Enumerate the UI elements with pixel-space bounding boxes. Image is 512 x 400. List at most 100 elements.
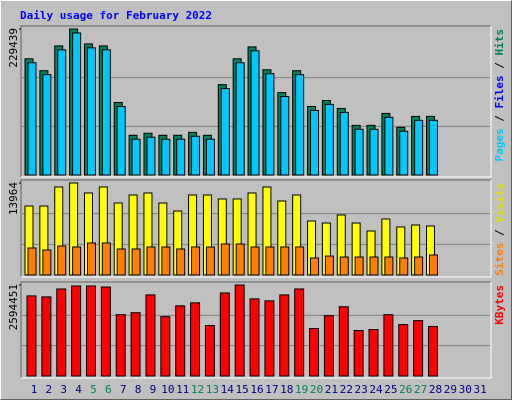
bar (161, 246, 171, 276)
bar (57, 245, 67, 276)
bar (339, 111, 349, 176)
bar (27, 247, 37, 276)
x-tick-label: 25 (384, 383, 397, 396)
legend-entry: Pages (493, 128, 506, 161)
bar (116, 105, 126, 176)
x-tick-label: 24 (369, 383, 383, 396)
bar (116, 248, 126, 276)
bar (72, 32, 82, 176)
bar (398, 324, 409, 377)
x-tick-label: 8 (135, 383, 142, 396)
bar (57, 49, 67, 176)
bar (353, 330, 364, 377)
legend: Pages / Files / Hits (493, 29, 506, 162)
bar (219, 292, 230, 377)
bar (176, 138, 186, 176)
bar (101, 242, 111, 276)
bar (191, 246, 201, 276)
x-tick-label: 3 (60, 383, 67, 396)
x-tick-label: 19 (295, 383, 308, 396)
legend-entry: KBytes (493, 285, 506, 325)
bar (26, 295, 37, 377)
y-tick-label: 13964 (7, 182, 20, 215)
bar (86, 47, 96, 176)
bar (399, 130, 409, 176)
x-tick-label: 11 (176, 383, 189, 396)
bar (399, 257, 409, 276)
bar (42, 249, 52, 276)
bar (369, 128, 379, 176)
x-tick-label: 7 (120, 383, 127, 396)
x-tick-label: 9 (150, 383, 157, 396)
plot-border-dark (20, 179, 491, 277)
plot-border-light (21, 26, 492, 178)
bar (294, 288, 305, 377)
bar (354, 128, 364, 176)
chart-title: Daily usage for February 2022 (20, 9, 212, 22)
legend-entry: Files (493, 75, 506, 108)
x-tick-label: 15 (236, 383, 249, 396)
bar (131, 248, 141, 276)
bar (265, 73, 275, 176)
x-tick-label: 22 (340, 383, 353, 396)
plot-border-light (21, 282, 492, 379)
x-tick-label: 31 (473, 383, 486, 396)
bar (428, 254, 438, 276)
legend-entry: Sites (493, 243, 506, 276)
x-tick-label: 12 (191, 383, 204, 396)
y-tick-label: 2594451 (7, 284, 20, 330)
bar (280, 246, 290, 276)
bar (190, 302, 201, 377)
bar (323, 315, 334, 377)
bar (249, 298, 260, 377)
bar (176, 248, 186, 276)
bar (205, 246, 215, 276)
bar (41, 296, 52, 377)
bar (414, 256, 424, 276)
x-tick-label: 5 (90, 383, 97, 396)
bar (71, 285, 82, 377)
bar (115, 314, 126, 377)
bar (85, 285, 96, 377)
x-tick-label: 1 (31, 383, 38, 396)
plot-border-dark (20, 281, 491, 378)
legend: KBytes (493, 285, 506, 325)
plot-border-dark (20, 25, 491, 177)
x-tick-label: 20 (310, 383, 323, 396)
bar (427, 326, 438, 377)
bar (369, 256, 379, 276)
bar (280, 96, 290, 176)
bar (414, 119, 424, 176)
bar (191, 135, 201, 176)
bar (131, 138, 141, 176)
bar (204, 325, 215, 377)
bar (324, 255, 334, 276)
bar (205, 138, 215, 176)
bar (56, 288, 67, 377)
bar (295, 246, 305, 276)
bar (100, 286, 111, 377)
bar (250, 50, 260, 176)
bar (146, 136, 156, 176)
bar (175, 305, 186, 377)
bar (250, 246, 260, 276)
bar (310, 109, 320, 176)
bar (234, 284, 245, 377)
bar (130, 312, 141, 377)
x-tick-label: 29 (444, 383, 457, 396)
bar (338, 306, 349, 377)
bar (220, 88, 230, 176)
bar (264, 300, 275, 377)
x-tick-label: 23 (355, 383, 368, 396)
x-tick-label: 14 (221, 383, 235, 396)
x-tick-label: 16 (250, 383, 263, 396)
bar (324, 103, 334, 176)
bar (160, 316, 171, 377)
bar (384, 116, 394, 176)
bar (42, 74, 52, 176)
bar (265, 246, 275, 276)
x-tick-label: 17 (265, 383, 278, 396)
bar (354, 256, 364, 276)
